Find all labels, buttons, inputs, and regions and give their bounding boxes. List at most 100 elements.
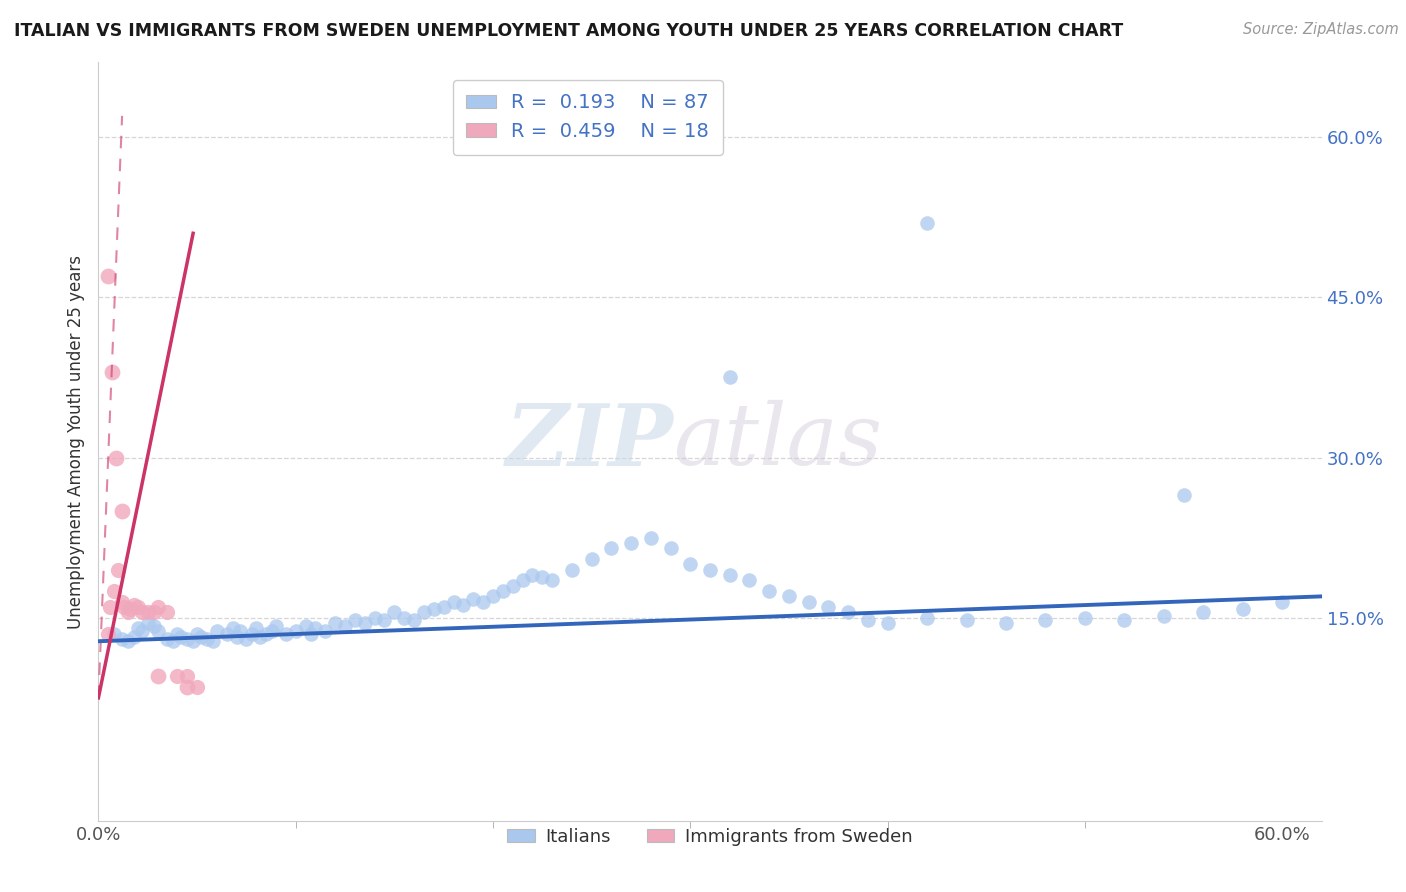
- Point: [512, 574, 534, 588]
- Point: [522, 568, 544, 582]
- Point: [176, 680, 198, 694]
- Point: [142, 606, 165, 620]
- Point: [758, 584, 780, 599]
- Point: [131, 624, 153, 638]
- Point: [1074, 611, 1097, 625]
- Point: [413, 606, 436, 620]
- Point: [201, 634, 224, 648]
- Point: [122, 630, 145, 644]
- Point: [118, 602, 141, 616]
- Point: [131, 606, 153, 620]
- Point: [1173, 488, 1195, 502]
- Point: [166, 669, 188, 683]
- Point: [111, 632, 134, 646]
- Point: [176, 632, 198, 646]
- Point: [142, 619, 165, 633]
- Point: [229, 624, 252, 638]
- Point: [190, 630, 212, 644]
- Point: [245, 622, 267, 636]
- Point: [353, 616, 375, 631]
- Point: [112, 600, 135, 615]
- Point: [915, 611, 938, 625]
- Point: [284, 624, 307, 638]
- Point: [195, 632, 218, 646]
- Point: [363, 611, 385, 625]
- Point: [103, 584, 125, 599]
- Point: [453, 598, 475, 612]
- Point: [382, 606, 405, 620]
- Point: [260, 624, 283, 638]
- Point: [856, 613, 879, 627]
- Point: [876, 616, 898, 631]
- Point: [107, 563, 129, 577]
- Point: [640, 531, 662, 545]
- Point: [235, 632, 257, 646]
- Point: [343, 613, 366, 627]
- Point: [162, 634, 184, 648]
- Point: [404, 613, 426, 627]
- Point: [117, 634, 139, 648]
- Point: [117, 606, 139, 620]
- Point: [482, 590, 505, 604]
- Point: [314, 624, 336, 638]
- Point: [98, 600, 121, 615]
- Point: [136, 606, 159, 620]
- Point: [101, 365, 124, 379]
- Point: [561, 563, 583, 577]
- Point: [205, 624, 228, 638]
- Point: [97, 268, 120, 283]
- Point: [146, 624, 169, 638]
- Point: [221, 622, 243, 636]
- Point: [122, 598, 145, 612]
- Point: [492, 584, 515, 599]
- Point: [718, 568, 741, 582]
- Point: [837, 606, 859, 620]
- Point: [581, 552, 603, 566]
- Point: [955, 613, 977, 627]
- Point: [1153, 608, 1175, 623]
- Y-axis label: Unemployment Among Youth under 25 years: Unemployment Among Youth under 25 years: [66, 254, 84, 629]
- Point: [620, 536, 643, 550]
- Point: [176, 669, 198, 683]
- Point: [600, 541, 623, 556]
- Point: [301, 626, 323, 640]
- Point: [127, 600, 149, 615]
- Point: [502, 579, 524, 593]
- Point: [304, 622, 326, 636]
- Point: [1271, 595, 1294, 609]
- Point: [797, 595, 820, 609]
- Point: [392, 611, 416, 625]
- Point: [1114, 613, 1136, 627]
- Point: [373, 613, 395, 627]
- Point: [146, 669, 169, 683]
- Text: ZIP: ZIP: [506, 400, 673, 483]
- Point: [156, 632, 179, 646]
- Point: [659, 541, 682, 556]
- Point: [531, 570, 554, 584]
- Point: [97, 626, 120, 640]
- Point: [186, 626, 208, 640]
- Point: [472, 595, 495, 609]
- Point: [166, 626, 188, 640]
- Point: [423, 602, 446, 616]
- Point: [679, 558, 702, 572]
- Point: [541, 574, 564, 588]
- Point: [333, 619, 356, 633]
- Point: [111, 504, 134, 518]
- Point: [817, 600, 839, 615]
- Point: [443, 595, 465, 609]
- Point: [274, 626, 297, 640]
- Point: [718, 370, 741, 384]
- Point: [181, 634, 204, 648]
- Point: [136, 616, 159, 631]
- Point: [1232, 602, 1254, 616]
- Point: [186, 680, 208, 694]
- Point: [254, 626, 277, 640]
- Point: [1035, 613, 1057, 627]
- Point: [170, 630, 193, 644]
- Text: Source: ZipAtlas.com: Source: ZipAtlas.com: [1243, 22, 1399, 37]
- Point: [699, 563, 721, 577]
- Point: [215, 626, 238, 640]
- Point: [225, 630, 247, 644]
- Point: [249, 630, 271, 644]
